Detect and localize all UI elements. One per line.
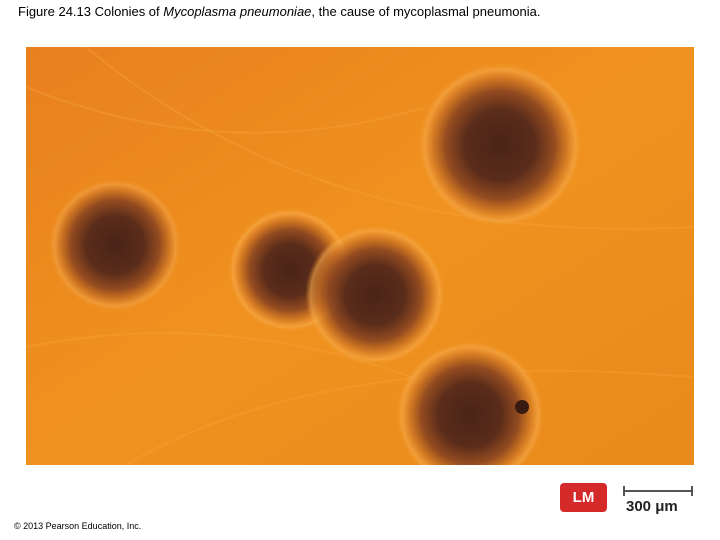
- title-species: Mycoplasma pneumoniae: [163, 4, 312, 19]
- colonies: [49, 63, 582, 465]
- copyright: © 2013 Pearson Education, Inc.: [14, 521, 142, 531]
- micrograph: [26, 47, 694, 465]
- title-suffix: , the cause of mycoplasmal pneumonia.: [311, 4, 541, 19]
- method-badge: LM: [560, 483, 607, 512]
- scale-bar: [623, 486, 693, 496]
- title-prefix: Figure 24.13 Colonies of: [18, 4, 164, 19]
- scale-bar-label: 300 μm: [626, 498, 678, 515]
- slide-title: Figure 24.13 Colonies of Mycoplasma pneu…: [18, 4, 540, 19]
